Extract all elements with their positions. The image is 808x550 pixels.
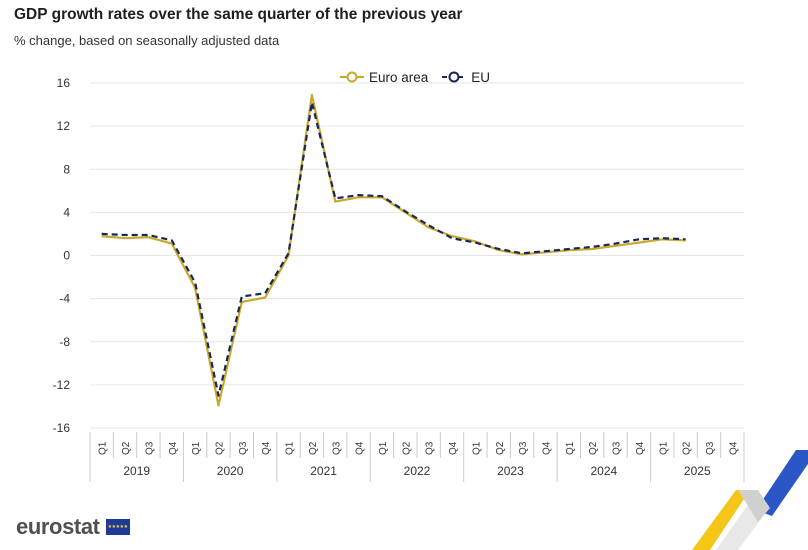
x-tick-label-quarter: Q2 [682, 441, 693, 455]
y-tick-label: 12 [57, 119, 71, 133]
eurostat-wordmark: eurostat [16, 514, 100, 539]
x-tick-label-year: 2025 [684, 464, 711, 478]
x-tick-label-quarter: Q3 [705, 441, 716, 455]
x-tick-label-quarter: Q3 [612, 441, 623, 455]
legend-marker-euro-area [340, 71, 364, 83]
y-tick-label: -16 [53, 421, 71, 435]
x-tick-label-quarter: Q1 [471, 441, 482, 455]
y-tick-label: -4 [59, 292, 70, 306]
chart-subtitle: % change, based on seasonally adjusted d… [14, 33, 280, 48]
legend-label-euro-area: Euro area [369, 69, 429, 85]
y-tick-label: 8 [63, 162, 70, 176]
x-tick-label-quarter: Q3 [238, 441, 249, 455]
x-tick-label-year: 2019 [123, 464, 150, 478]
x-tick-label-quarter: Q2 [401, 441, 412, 455]
x-tick-label-quarter: Q1 [658, 441, 669, 455]
chart-title: GDP growth rates over the same quarter o… [14, 6, 463, 23]
y-tick-label: 0 [63, 249, 70, 263]
x-tick-label-quarter: Q4 [355, 441, 366, 455]
x-tick-label-quarter: Q3 [518, 441, 529, 455]
x-tick-label-quarter: Q2 [308, 441, 319, 455]
x-tick-label-quarter: Q4 [635, 441, 646, 455]
x-tick-label-quarter: Q1 [191, 441, 202, 455]
x-tick-label-quarter: Q4 [168, 441, 179, 455]
y-tick-label: -12 [53, 378, 71, 392]
x-tick-label-quarter: Q4 [261, 441, 272, 455]
x-tick-label-year: 2020 [217, 464, 244, 478]
x-tick-label-quarter: Q4 [728, 441, 739, 455]
chart-legend: Euro area EU [340, 67, 490, 87]
x-tick-label-quarter: Q1 [98, 441, 109, 455]
y-tick-label: 4 [63, 205, 70, 219]
x-tick-label-quarter: Q1 [565, 441, 576, 455]
x-tick-label-quarter: Q2 [121, 441, 132, 455]
eurostat-logo: eurostat ★★★★★ [16, 514, 130, 540]
x-tick-label-quarter: Q2 [214, 441, 225, 455]
y-tick-label: 16 [57, 76, 71, 90]
legend-label-eu: EU [471, 69, 491, 85]
legend-item-eu[interactable]: EU [442, 70, 490, 85]
x-tick-label-year: 2022 [404, 464, 431, 478]
x-tick-label-year: 2021 [310, 464, 337, 478]
x-tick-label-year: 2024 [591, 464, 618, 478]
x-tick-label-quarter: Q1 [378, 441, 389, 455]
x-tick-label-quarter: Q4 [541, 441, 552, 455]
x-tick-label-quarter: Q1 [285, 441, 296, 455]
x-tick-label-quarter: Q3 [425, 441, 436, 455]
y-tick-label: -8 [59, 335, 70, 349]
series-line-eu [101, 101, 686, 397]
series-line-euro-area [101, 93, 686, 407]
x-tick-label-quarter: Q2 [495, 441, 506, 455]
x-tick-label-year: 2023 [497, 464, 524, 478]
x-tick-label-quarter: Q2 [588, 441, 599, 455]
x-tick-label-quarter: Q3 [331, 441, 342, 455]
corner-decoration-icon [692, 450, 808, 550]
x-tick-label-quarter: Q3 [144, 441, 155, 455]
eu-flag-icon: ★★★★★ [105, 519, 130, 535]
x-tick-label-quarter: Q4 [448, 441, 459, 455]
legend-item-euro-area[interactable]: Euro area [340, 70, 428, 85]
legend-marker-eu [442, 71, 467, 83]
